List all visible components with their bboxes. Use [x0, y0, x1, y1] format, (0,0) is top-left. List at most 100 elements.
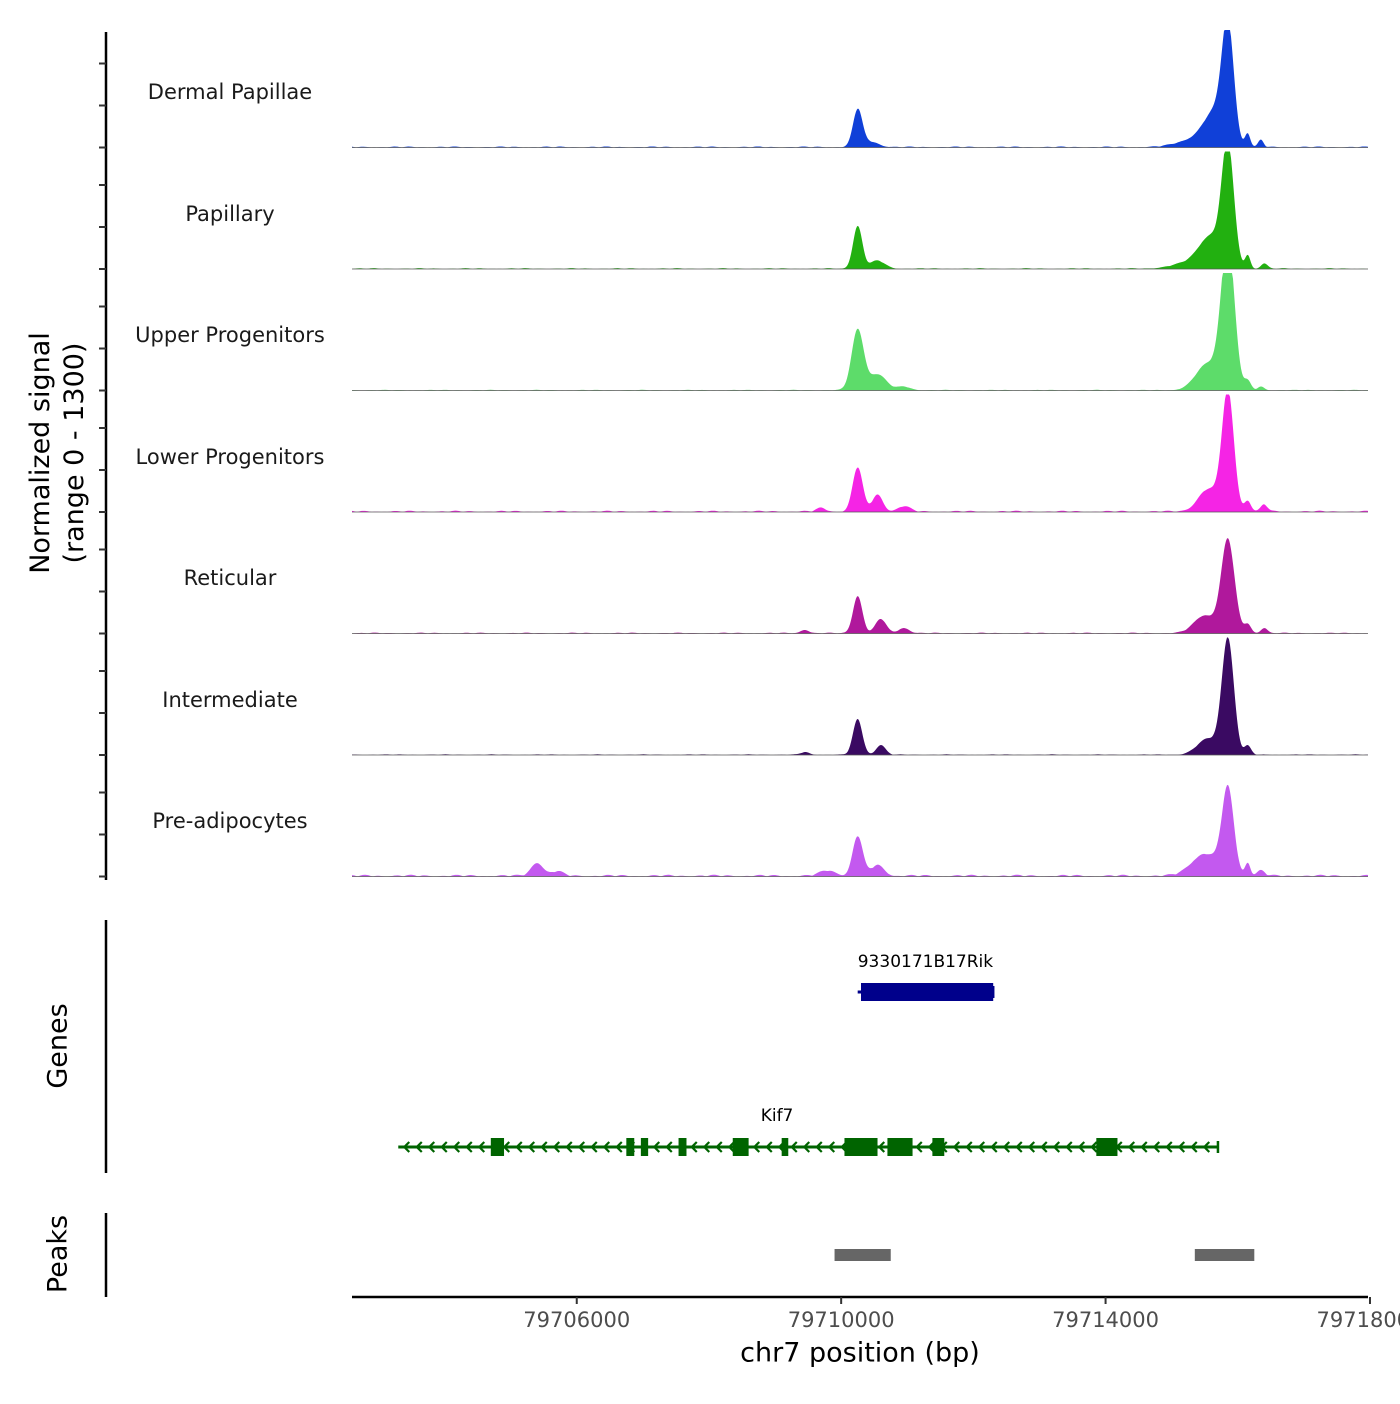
strand-arrow	[715, 1141, 723, 1153]
exon	[844, 1138, 878, 1156]
coverage-area	[352, 273, 1368, 391]
x-tick-label: 79718000	[1316, 1308, 1400, 1332]
gene-label: Kif7	[760, 1106, 794, 1126]
strand-arrow	[552, 1141, 561, 1153]
coverage-area	[352, 30, 1368, 148]
strand-arrow	[652, 1141, 661, 1153]
gene-models	[398, 983, 1220, 1156]
strand-arrow	[1065, 1141, 1073, 1153]
strand-arrow	[1015, 1141, 1023, 1153]
exon	[887, 1138, 913, 1156]
strand-arrow	[990, 1141, 998, 1153]
strand-arrow	[1127, 1141, 1136, 1153]
strand-arrow	[590, 1141, 598, 1153]
strand-arrow	[690, 1141, 698, 1153]
track-label: Pre-adipocytes	[152, 809, 308, 833]
strand-arrow	[577, 1141, 586, 1153]
coverage-tracks	[352, 30, 1368, 877]
strand-arrow	[502, 1141, 511, 1153]
x-axis-title: chr7 position (bp)	[740, 1337, 980, 1369]
exon	[932, 1138, 945, 1156]
strand-arrow	[477, 1141, 486, 1153]
coverage-area	[352, 151, 1368, 269]
strand-arrow	[1202, 1141, 1211, 1153]
strand-arrow	[815, 1141, 823, 1153]
strand-arrow	[1140, 1141, 1148, 1153]
strand-arrow	[790, 1141, 798, 1153]
x-tick-label: 79706000	[523, 1308, 631, 1332]
peaks-y-axis-title: Peaks	[42, 1214, 74, 1294]
exon	[490, 1138, 505, 1156]
strand-arrow	[427, 1141, 436, 1153]
strand-arrow	[615, 1141, 623, 1153]
coverage-y-axis-ticks	[99, 62, 106, 878]
exon	[732, 1138, 749, 1156]
exon	[781, 1138, 789, 1156]
strand-arrow	[977, 1141, 986, 1153]
exon	[678, 1138, 687, 1156]
x-axis-ticks	[575, 1297, 1371, 1304]
peak-region	[834, 1249, 891, 1261]
coverage-area	[352, 394, 1368, 512]
gene-9330171b17rik	[857, 983, 995, 1001]
strand-arrow	[827, 1141, 836, 1153]
strand-arrow	[415, 1141, 423, 1153]
strand-arrow	[527, 1141, 536, 1153]
exon	[860, 983, 994, 1001]
track-papillary	[352, 151, 1368, 270]
strand-arrow	[965, 1141, 973, 1153]
strand-arrow	[540, 1141, 548, 1153]
strand-arrow	[877, 1141, 886, 1153]
strand-arrow	[1027, 1141, 1036, 1153]
strand-arrow	[1002, 1141, 1011, 1153]
strand-arrow	[1040, 1141, 1048, 1153]
y-axis-title-line1: Normalized signal	[25, 332, 56, 574]
coverage-y-axis-title: Normalized signal (range 0 - 1300)	[24, 332, 92, 574]
track-lower-progenitors	[352, 394, 1368, 513]
genes-y-axis-title: Genes	[42, 1003, 74, 1089]
strand-arrow	[765, 1141, 773, 1153]
strand-arrow	[515, 1141, 523, 1153]
x-tick-label: 79714000	[1052, 1308, 1160, 1332]
strand-arrow	[1190, 1141, 1198, 1153]
y-axis-title-line2: (range 0 - 1300)	[59, 342, 90, 564]
strand-arrow	[1165, 1141, 1173, 1153]
strand-arrow	[915, 1141, 923, 1153]
strand-arrow	[802, 1141, 811, 1153]
exon	[626, 1138, 635, 1156]
strand-arrow	[402, 1141, 411, 1153]
strand-arrow	[465, 1141, 473, 1153]
track-label: Reticular	[183, 566, 277, 590]
strand-arrow	[702, 1141, 711, 1153]
strand-arrow	[727, 1141, 736, 1153]
track-pre-adipocytes	[352, 784, 1368, 877]
strand-arrow	[665, 1141, 673, 1153]
x-tick-label: 79710000	[787, 1308, 895, 1332]
exon	[1096, 1138, 1118, 1156]
strand-arrow	[952, 1141, 961, 1153]
track-label: Intermediate	[162, 687, 298, 712]
coverage-area	[352, 538, 1368, 634]
strand-arrow	[602, 1141, 611, 1153]
strand-arrow	[752, 1141, 761, 1153]
strand-arrow	[1052, 1141, 1061, 1153]
strand-arrow	[440, 1141, 448, 1153]
track-reticular	[352, 538, 1368, 634]
gene-label: 9330171B17Rik	[857, 952, 994, 972]
strand-arrow	[1152, 1141, 1161, 1153]
track-label: Upper Progenitors	[135, 323, 325, 347]
exon	[640, 1138, 649, 1156]
strand-arrow	[452, 1141, 461, 1153]
track-label: Lower Progenitors	[135, 444, 325, 469]
coverage-area	[352, 637, 1368, 755]
peak-regions	[834, 1249, 1255, 1261]
coverage-area	[352, 784, 1368, 877]
strand-arrow	[1177, 1141, 1186, 1153]
strand-arrow	[1077, 1141, 1086, 1153]
strand-arrow	[1090, 1141, 1098, 1153]
peak-region	[1194, 1249, 1255, 1261]
track-label: Papillary	[185, 201, 275, 226]
track-dermal-papillae	[352, 30, 1368, 148]
